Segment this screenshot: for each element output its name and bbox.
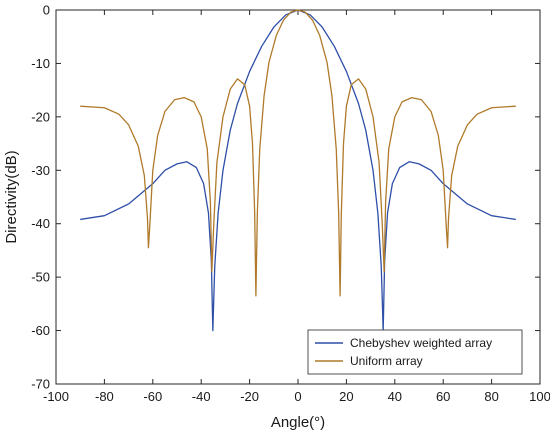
x-tick-label: -80 xyxy=(95,389,114,404)
y-tick-label: -70 xyxy=(31,377,50,392)
x-tick-label: -40 xyxy=(192,389,211,404)
x-tick-label: -20 xyxy=(240,389,259,404)
x-axis: -100 -80 -60 -40 -20 0 20 40 60 80 100 xyxy=(43,10,550,404)
y-tick-label: 0 xyxy=(43,3,50,18)
x-tick-label: 20 xyxy=(339,389,353,404)
plot-area xyxy=(55,9,541,385)
x-tick-label: 80 xyxy=(484,389,498,404)
y-axis: 0 -10 -20 -30 -40 -50 -60 -70 xyxy=(31,3,540,392)
legend: Chebyshev weighted array Uniform array xyxy=(307,329,523,375)
x-tick-label: 60 xyxy=(436,389,450,404)
y-tick-label: -20 xyxy=(31,109,50,124)
y-tick-label: -60 xyxy=(31,323,50,338)
y-tick-label: -30 xyxy=(31,163,50,178)
y-tick-label: -10 xyxy=(31,56,50,71)
series-layer xyxy=(80,9,516,332)
x-tick-label: 100 xyxy=(529,389,550,404)
y-tick-label: -50 xyxy=(31,270,50,285)
x-tick-label: 40 xyxy=(388,389,402,404)
y-axis-label: Directivity(dB) xyxy=(3,150,20,243)
x-tick-label: -100 xyxy=(43,389,69,404)
legend-label-uniform: Uniform array xyxy=(350,354,423,368)
series-uniform-line xyxy=(80,9,516,297)
y-tick-label: -40 xyxy=(31,216,50,231)
legend-box xyxy=(307,329,523,375)
x-tick-label: 0 xyxy=(294,389,301,404)
x-axis-label: Angle(°) xyxy=(271,414,325,431)
x-tick-label: -60 xyxy=(143,389,162,404)
legend-label-chebyshev: Chebyshev weighted array xyxy=(350,336,492,350)
